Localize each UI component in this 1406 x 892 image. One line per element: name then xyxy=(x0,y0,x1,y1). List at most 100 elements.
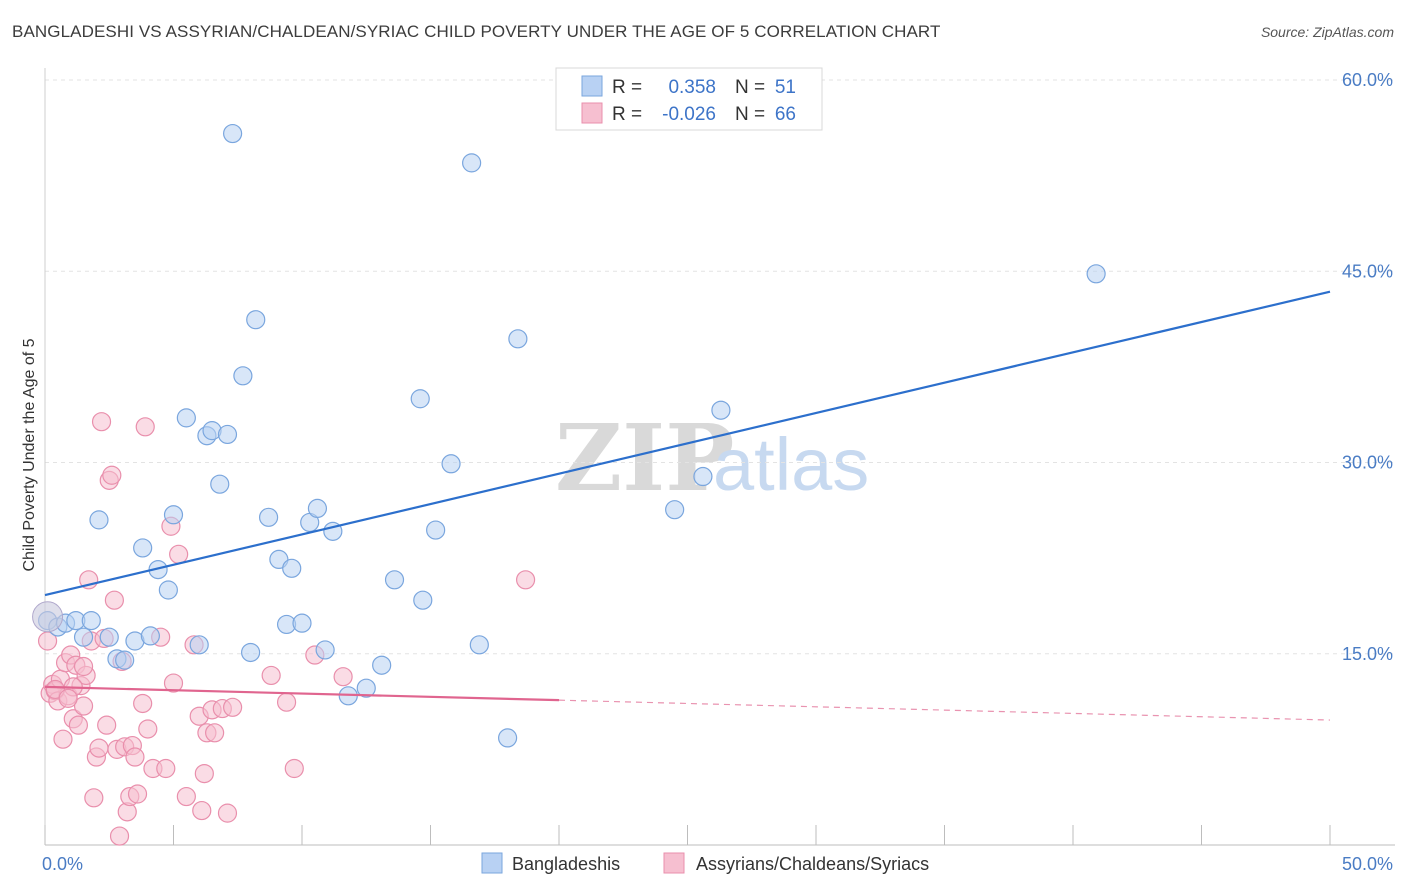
legend-r-value: -0.026 xyxy=(662,104,716,125)
bangladeshis-point xyxy=(133,538,153,558)
assyrians-point xyxy=(169,544,189,564)
grid-lines xyxy=(45,79,1395,655)
bangladeshis-point xyxy=(356,678,376,698)
assyrians-point xyxy=(133,693,153,714)
y-axis-title: Child Poverty Under the Age of 5 xyxy=(21,338,38,571)
assyrians-point xyxy=(102,465,122,485)
legend-n-value: 66 xyxy=(775,104,796,125)
assyrians-point xyxy=(58,688,78,708)
bangladeshis-point xyxy=(73,627,94,647)
assyrians-point xyxy=(84,788,104,808)
assyrians-point xyxy=(176,786,196,807)
assyrians-point xyxy=(192,800,212,821)
bangladeshis-point xyxy=(258,507,279,527)
bangladeshis-point xyxy=(410,389,430,409)
series-legend: Bangladeshis Assyrians/Chaldeans/Syriacs xyxy=(481,852,929,874)
assyrians-point xyxy=(73,696,94,716)
bangladeshis-point xyxy=(292,613,312,633)
assyrians-point xyxy=(223,697,243,717)
bottom-legend-label-bangladeshis: Bangladeshis xyxy=(512,854,620,874)
assyrians-point xyxy=(261,665,281,686)
assyrians-point xyxy=(205,723,225,743)
legend-swatch-pink xyxy=(581,102,603,124)
source-credit: Source: ZipAtlas.com xyxy=(1260,24,1394,40)
trend-lines xyxy=(44,290,1331,721)
bangladeshis-point xyxy=(210,474,230,494)
assyrians-point xyxy=(515,570,536,590)
bangladeshis-point xyxy=(1086,264,1106,284)
legend-r-label: R = xyxy=(612,104,642,125)
assyrians-point xyxy=(194,763,214,784)
bangladeshis-point xyxy=(89,510,109,530)
assyrians-trend-extension xyxy=(558,699,1331,721)
x-tick-label: 50.0% xyxy=(1342,854,1393,874)
assyrians-point xyxy=(284,758,304,779)
watermark-atlas: atlas xyxy=(713,423,869,506)
bangladeshis-point xyxy=(426,520,446,540)
bangladeshis-point xyxy=(217,424,238,445)
assyrians-point xyxy=(109,826,130,846)
bangladeshis-point xyxy=(315,640,335,660)
legend-r-value: 0.358 xyxy=(668,77,716,98)
bangladeshis-point xyxy=(115,650,135,670)
assyrians-point xyxy=(97,715,117,735)
assyrians-point xyxy=(125,747,145,767)
legend-n-label: N = xyxy=(735,77,765,98)
bangladeshis-point xyxy=(158,580,178,600)
correlation-legend: R = 0.358 N = 51 R = -0.026 N = 66 xyxy=(555,67,823,131)
y-tick-label: 15.0% xyxy=(1342,644,1393,664)
y-tick-label: 30.0% xyxy=(1342,453,1393,473)
assyrians-point xyxy=(138,719,158,739)
assyrians-trend-line xyxy=(44,685,560,702)
x-tick-labels: 0.0% 50.0% xyxy=(42,854,1393,874)
bangladeshis-trend-line xyxy=(44,290,1331,597)
bangladeshis-point xyxy=(189,635,209,655)
bangladeshis-point xyxy=(508,329,528,349)
bangladeshis-point xyxy=(462,153,482,173)
assyrians-point xyxy=(91,412,112,432)
y-tick-label: 60.0% xyxy=(1342,70,1393,90)
bangladeshis-point xyxy=(307,498,328,518)
bangladeshis-point xyxy=(241,642,261,663)
bangladeshis-point xyxy=(176,408,196,428)
assyrians-point xyxy=(156,758,176,779)
bangladeshis-point xyxy=(372,655,392,675)
bangladeshis-point xyxy=(81,610,101,631)
bangladeshis-point xyxy=(140,626,160,646)
bangladeshis-point xyxy=(282,558,302,578)
assyrians-point xyxy=(217,803,238,823)
bangladeshis-point xyxy=(223,123,243,144)
assyrians-point xyxy=(104,590,124,610)
legend-n-label: N = xyxy=(735,104,765,125)
legend-swatch-blue xyxy=(581,75,603,97)
assyrians-point xyxy=(276,692,297,712)
bangladeshis-point xyxy=(99,627,119,647)
bangladeshis-point xyxy=(469,635,489,655)
y-tick-label: 45.0% xyxy=(1342,261,1393,281)
bangladeshis-point xyxy=(441,454,461,474)
watermark-zip: ZIP xyxy=(555,404,734,512)
bangladeshis-point xyxy=(711,400,731,420)
bottom-legend-swatch-pink xyxy=(663,852,685,874)
assyrians-point xyxy=(68,715,89,735)
bangladeshis-point xyxy=(498,728,518,748)
bangladeshis-point xyxy=(384,570,405,590)
assyrians-point xyxy=(73,656,94,677)
chart-title: BANGLADESHI VS ASSYRIAN/CHALDEAN/SYRIAC … xyxy=(12,22,941,41)
assyrians-point xyxy=(163,673,184,693)
axes xyxy=(44,68,1395,846)
watermark: ZIP atlas xyxy=(555,404,869,512)
assyrians-point xyxy=(53,729,73,749)
bangladeshis-point xyxy=(246,310,266,330)
bangladeshis-point xyxy=(413,590,433,610)
assyrians-point xyxy=(127,784,148,804)
assyrians-point xyxy=(333,667,353,687)
bottom-legend-label-assyrians: Assyrians/Chaldeans/Syriacs xyxy=(696,854,929,874)
assyrians-point xyxy=(135,417,155,437)
series-bangladeshis-points xyxy=(32,123,1106,748)
bangladeshis-point xyxy=(693,466,713,487)
bangladeshis-point xyxy=(163,505,184,525)
bangladeshis-point xyxy=(665,500,685,520)
legend-r-label: R = xyxy=(612,77,642,98)
